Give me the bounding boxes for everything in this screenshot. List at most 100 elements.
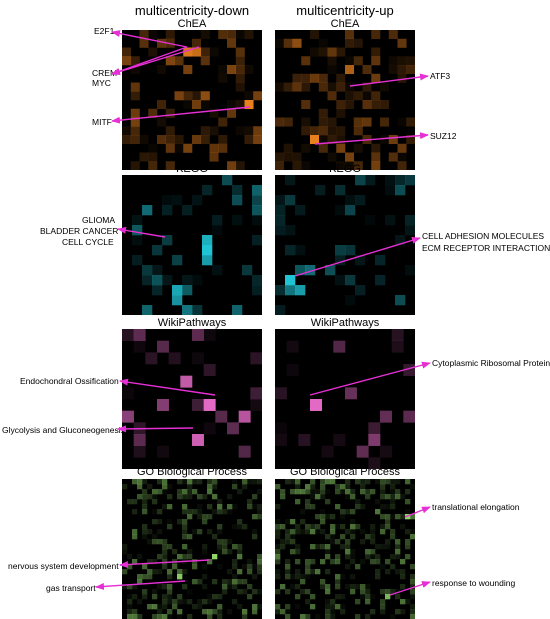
heatmap-cell — [165, 56, 175, 66]
heatmap-cell — [340, 509, 346, 515]
highlight-cell — [385, 594, 391, 600]
heatmap-cell — [345, 38, 355, 48]
heatmap-cell — [207, 594, 213, 600]
heatmap-cell — [167, 494, 173, 500]
heatmap-cell — [177, 614, 183, 619]
heatmap-cell — [283, 152, 293, 162]
heatmap-cell — [182, 489, 188, 495]
label-endochondral: Endochondral Ossification — [20, 376, 119, 386]
heatmap-cell — [218, 143, 228, 153]
heatmap-cell — [405, 215, 415, 226]
heatmap-cell — [286, 340, 299, 353]
heatmap-cell — [406, 65, 415, 75]
heatmap-cell — [298, 434, 311, 446]
highlight-cell — [400, 599, 406, 605]
heatmap-cell — [202, 544, 208, 550]
heatmap-cell — [410, 609, 415, 615]
heatmap-cell — [310, 494, 316, 500]
heatmap-cell — [295, 569, 301, 575]
heatmap-cell — [405, 489, 411, 495]
heatmap-cell — [371, 91, 381, 101]
heatmap-cell — [301, 56, 311, 66]
heatmap-cell — [235, 100, 245, 110]
heatmap-cell — [148, 108, 158, 118]
heatmap-cell — [340, 544, 346, 550]
heatmap-cell — [148, 47, 158, 57]
heatmap-cell — [192, 195, 203, 206]
heatmap-cell — [318, 82, 328, 92]
heatmap-cell — [360, 479, 366, 485]
heatmap-cell — [335, 504, 341, 510]
heatmap-cell — [275, 544, 281, 550]
heatmap-cell — [247, 564, 253, 570]
heatmap-cell — [290, 574, 296, 580]
highlight-cell — [157, 399, 169, 411]
heatmap-cell — [310, 73, 320, 83]
heatmap-cell — [318, 135, 328, 145]
heatmap-cell — [390, 489, 396, 495]
heatmap-cell — [286, 364, 299, 376]
heatmap-cell — [167, 504, 173, 510]
heatmap-cell — [371, 73, 381, 83]
heatmap-cell — [162, 544, 168, 550]
heatmap-cell — [162, 484, 168, 490]
heatmap-cell — [218, 73, 228, 83]
heatmap-cell — [218, 65, 228, 75]
heatmap-cell — [315, 614, 321, 619]
heatmap-cell — [217, 564, 223, 570]
heatmap-cell — [310, 489, 316, 495]
heatmap-cell — [147, 484, 153, 490]
label-bladder-cancer: BLADDER CANCER — [40, 226, 119, 236]
heatmap-cell — [157, 65, 167, 75]
heatmap-cell — [152, 559, 158, 565]
heatmap-cell — [165, 108, 175, 118]
heatmap-cell — [244, 126, 254, 136]
heatmap-cell — [192, 399, 204, 411]
heatmap-cell — [235, 161, 245, 170]
heatmap-cell — [345, 91, 355, 101]
heatmap-cell — [395, 295, 406, 306]
heatmap-cell — [227, 569, 233, 575]
heatmap-cell — [130, 56, 140, 66]
heatmap-cell — [360, 504, 366, 510]
highlight-cell — [310, 135, 320, 145]
heatmap-kegg-up — [275, 175, 415, 315]
heatmap-cell — [327, 65, 337, 75]
heatmap-cell — [187, 484, 193, 490]
highlight-cell — [244, 100, 254, 110]
heatmap-cell — [321, 445, 334, 458]
heatmap-cell — [340, 489, 346, 495]
heatmap-cell — [237, 489, 243, 495]
heatmap-cell — [385, 519, 391, 525]
heatmap-cell — [182, 534, 188, 540]
heatmap-cell — [345, 205, 356, 216]
heatmap-cell — [142, 529, 148, 535]
heatmap-cell — [360, 539, 366, 545]
heatmap-cell — [217, 524, 223, 530]
heatmap-cell — [165, 161, 175, 170]
heatmap-cell — [380, 479, 386, 485]
heatmap-cell — [142, 305, 153, 315]
heatmap-cell — [217, 509, 223, 515]
heatmap-cell — [335, 579, 341, 585]
heatmap-cell — [182, 559, 188, 565]
heatmap-cells — [275, 175, 415, 315]
heatmap-cell — [147, 539, 153, 545]
heatmap-cell — [353, 117, 363, 127]
heatmap-cell — [310, 604, 316, 610]
heatmap-cell — [395, 569, 401, 575]
heatmap-cell — [295, 544, 301, 550]
heatmap-cell — [252, 529, 258, 535]
heatmap-cell — [217, 529, 223, 535]
heatmap-cell — [183, 91, 193, 101]
heatmap-cell — [336, 47, 346, 57]
heatmap-cell — [137, 579, 143, 585]
highlight-cell — [405, 514, 411, 520]
heatmap-cell — [325, 604, 331, 610]
heatmap-cell — [252, 215, 262, 226]
heatmap-cell — [172, 599, 178, 605]
heatmap-cell — [152, 265, 163, 276]
heatmap-cell — [283, 38, 293, 48]
heatmap-cell — [380, 599, 386, 605]
heatmap-cell — [365, 215, 376, 226]
